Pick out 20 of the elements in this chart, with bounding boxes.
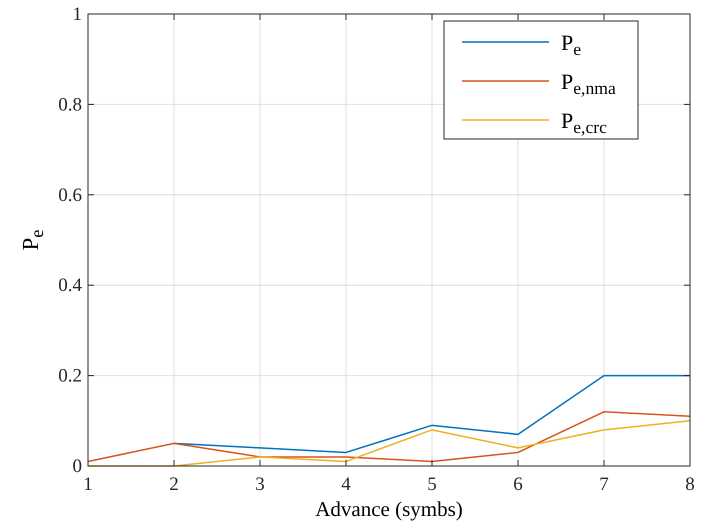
x-tick-label: 4 — [341, 474, 352, 495]
x-tick-label: 3 — [255, 474, 265, 495]
x-axis-title: Advance (symbs) — [315, 497, 463, 521]
x-tick-label: 7 — [599, 474, 609, 495]
line-series — [87, 420, 691, 467]
line-series — [87, 411, 691, 462]
legend-label: P$_{e,nma}$ — [561, 69, 616, 98]
legend-label: P$_{e,crc}$ — [561, 108, 608, 138]
y-tick-label: 0 — [72, 456, 82, 477]
x-tick-label: 5 — [427, 474, 437, 495]
x-tick-label: 8 — [685, 474, 695, 495]
y-tick-label: 0.6 — [58, 184, 82, 206]
y-tick-label: 0.2 — [58, 366, 82, 387]
y-tick-label: 1 — [72, 4, 82, 25]
line-series — [173, 374, 691, 454]
y-tick-label: 0.4 — [58, 275, 82, 296]
y-tick-label: 0.8 — [58, 94, 82, 116]
legend-label: P$_{e}$ — [561, 30, 582, 60]
x-tick-label: 2 — [169, 474, 179, 495]
x-tick-label: 6 — [513, 474, 523, 495]
